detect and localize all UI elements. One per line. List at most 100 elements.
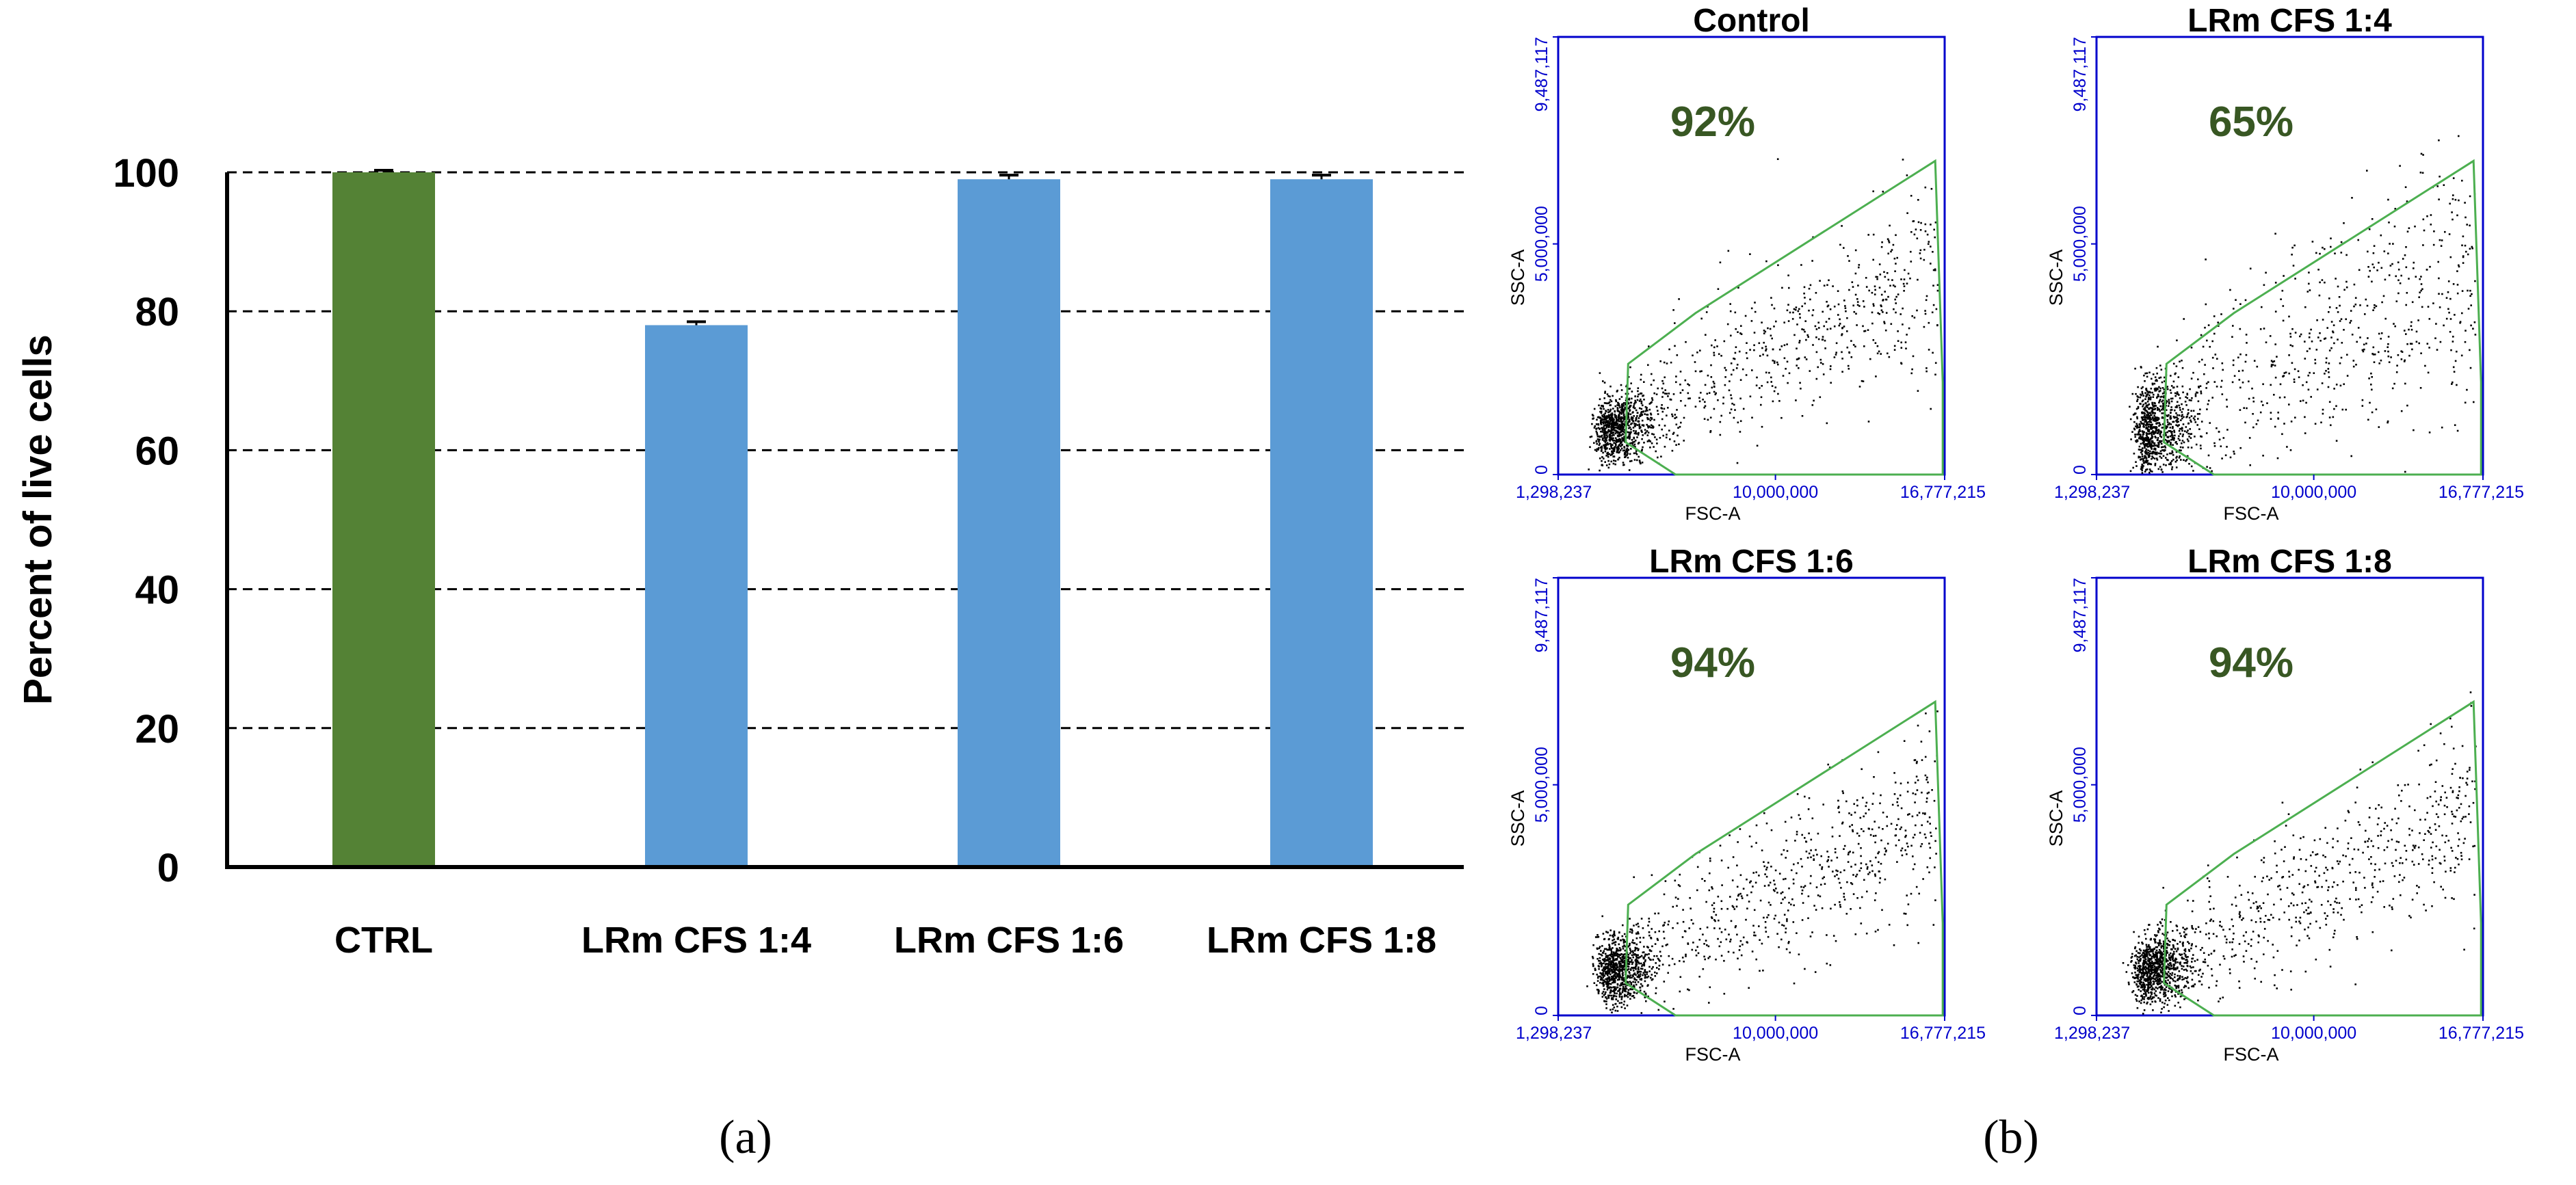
- event-dot: [1927, 866, 1929, 868]
- event-dot: [2146, 436, 2148, 438]
- event-dot: [1642, 985, 1644, 987]
- event-dot: [2440, 341, 2442, 343]
- event-dot: [1802, 902, 1804, 904]
- event-dot: [1657, 913, 1659, 915]
- event-dot: [1596, 985, 1598, 987]
- event-dot: [1936, 308, 1938, 310]
- event-dot: [1812, 344, 1814, 346]
- event-dot: [2426, 812, 2428, 814]
- event-dot: [1615, 422, 1617, 424]
- event-dot: [1676, 424, 1678, 426]
- event-dot: [1630, 982, 1632, 984]
- event-dot: [1928, 243, 1930, 245]
- event-dot: [2143, 408, 2145, 410]
- event-dot: [1923, 249, 1926, 251]
- bar-y-axis-label: Percent of live cells: [16, 334, 60, 705]
- event-dot: [1688, 989, 1690, 991]
- event-dot: [1617, 408, 1619, 410]
- event-dot: [1901, 808, 1903, 810]
- event-dot: [2359, 304, 2361, 306]
- event-dot: [1612, 431, 1614, 434]
- event-dot: [1642, 447, 1644, 449]
- event-dot: [1730, 395, 1732, 397]
- event-dot: [1756, 377, 1758, 379]
- event-dot: [2158, 425, 2160, 427]
- event-dot: [1923, 326, 1926, 328]
- event-dot: [1606, 453, 1608, 455]
- event-dot: [2295, 917, 2297, 919]
- event-dot: [2153, 427, 2155, 429]
- event-dot: [1641, 403, 1643, 405]
- bar-y-tick-label: 40: [135, 568, 179, 613]
- event-dot: [2348, 842, 2350, 844]
- event-dot: [2148, 372, 2151, 374]
- event-dot: [2166, 986, 2168, 988]
- event-dot: [1826, 963, 1828, 965]
- event-dot: [2397, 280, 2400, 282]
- event-dot: [2157, 445, 2159, 447]
- event-dot: [1629, 977, 1631, 979]
- event-dot: [1788, 320, 1790, 322]
- event-dot: [2429, 431, 2431, 434]
- event-dot: [1786, 918, 1788, 920]
- bar-x-tick-label: CTRL: [334, 920, 433, 961]
- event-dot: [2172, 978, 2174, 980]
- event-dot: [1721, 884, 1723, 886]
- event-dot: [1676, 905, 1678, 907]
- event-dot: [1651, 968, 1653, 970]
- event-dot: [2333, 388, 2335, 390]
- event-dot: [2462, 816, 2465, 818]
- event-dot: [1685, 341, 1687, 343]
- event-dot: [1847, 347, 1849, 349]
- event-dot: [1616, 987, 1618, 989]
- event-dot: [2458, 266, 2460, 268]
- event-dot: [1798, 342, 1800, 344]
- event-dot: [1617, 990, 1619, 992]
- event-dot: [1841, 358, 1843, 360]
- event-dot: [1696, 890, 1698, 892]
- event-dot: [1801, 866, 1803, 868]
- event-dot: [2450, 256, 2452, 258]
- event-dot: [1710, 416, 1712, 418]
- event-dot: [2143, 993, 2145, 995]
- event-dot: [2179, 414, 2181, 416]
- gate-percent: 65%: [2209, 98, 2294, 146]
- event-dot: [1635, 947, 1637, 949]
- event-dot: [1804, 356, 1806, 358]
- event-dot: [1925, 187, 1927, 189]
- event-dot: [2470, 691, 2472, 693]
- event-dot: [1642, 420, 1644, 422]
- event-dot: [1651, 974, 1653, 976]
- event-dot: [1848, 351, 1850, 354]
- event-dot: [2472, 328, 2474, 330]
- event-dot: [2312, 241, 2314, 243]
- event-dot: [1609, 992, 1612, 994]
- event-dot: [2173, 439, 2175, 441]
- event-dot: [1900, 827, 1902, 829]
- event-dot: [2291, 254, 2293, 256]
- event-dot: [2168, 464, 2170, 466]
- event-dot: [1720, 415, 1722, 417]
- event-dot: [1763, 812, 1765, 814]
- event-dot: [1895, 263, 1897, 265]
- event-dot: [1733, 856, 1735, 858]
- event-dot: [1633, 974, 1635, 976]
- event-dot: [1835, 351, 1837, 354]
- event-dot: [1887, 296, 1889, 298]
- event-dot: [1619, 985, 1621, 987]
- event-dot: [1875, 892, 1877, 894]
- event-dot: [1858, 843, 1860, 845]
- event-dot: [1590, 436, 1592, 438]
- event-dot: [1930, 835, 1932, 837]
- event-dot: [1610, 444, 1612, 446]
- event-dot: [2226, 406, 2229, 408]
- event-dot: [1856, 897, 1858, 899]
- event-dot: [2284, 372, 2286, 374]
- event-dot: [1602, 972, 1604, 974]
- event-dot: [2162, 405, 2164, 408]
- event-dot: [2172, 435, 2174, 437]
- event-dot: [2370, 384, 2372, 386]
- event-dot: [1869, 860, 1871, 862]
- event-dot: [1842, 793, 1844, 795]
- event-dot: [2310, 329, 2312, 331]
